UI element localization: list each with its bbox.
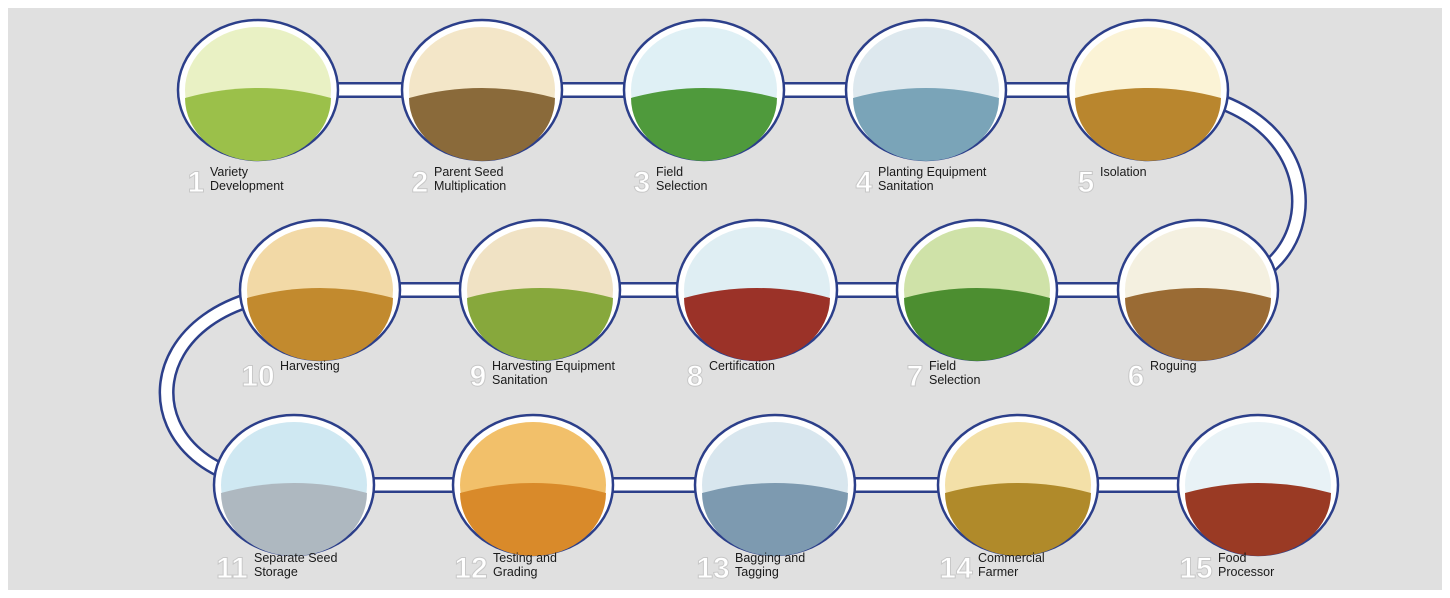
- step-label: Tagging: [735, 565, 779, 579]
- step-label: Processor: [1218, 565, 1274, 579]
- step-label: Food: [1218, 551, 1247, 565]
- step-label: Selection: [929, 373, 980, 387]
- step-label: Farmer: [978, 565, 1018, 579]
- step-number: 11: [216, 552, 248, 585]
- diagram: 1 VarietyDevelopment 2 Parent SeedMultiplic…: [0, 0, 1450, 598]
- step-label: Roguing: [1150, 359, 1197, 373]
- step-number: 6: [1128, 360, 1145, 393]
- step-label: Grading: [493, 565, 538, 579]
- step-number: 9: [470, 360, 487, 393]
- step-label: Commercial: [978, 551, 1045, 565]
- step-label: Isolation: [1100, 165, 1147, 179]
- step-label: Bagging and: [735, 551, 805, 565]
- step-label: Development: [210, 179, 284, 193]
- step-label: Sanitation: [492, 373, 548, 387]
- step-number: 1: [188, 166, 205, 199]
- step-number: 14: [939, 552, 973, 585]
- step-number: 3: [634, 166, 651, 199]
- step-label: Variety: [210, 165, 249, 179]
- step-label: Harvesting Equipment: [492, 359, 616, 373]
- step-label: Selection: [656, 179, 707, 193]
- step-label: Testing and: [493, 551, 557, 565]
- step-label: Parent Seed: [434, 165, 504, 179]
- step-label: Multiplication: [434, 179, 506, 193]
- step-number: 10: [241, 360, 274, 393]
- step-number: 4: [856, 166, 873, 199]
- step-label: Sanitation: [878, 179, 934, 193]
- step-label: Field: [929, 359, 956, 373]
- step-number: 13: [696, 552, 729, 585]
- step-number: 12: [454, 552, 487, 585]
- step-label: Certification: [709, 359, 775, 373]
- step-label: Planting Equipment: [878, 165, 987, 179]
- step-label: Field: [656, 165, 683, 179]
- step-label: Separate Seed: [254, 551, 337, 565]
- step-label: Harvesting: [280, 359, 340, 373]
- step-number: 2: [412, 166, 429, 199]
- step-label: Storage: [254, 565, 298, 579]
- step-number: 5: [1078, 166, 1095, 199]
- step-number: 8: [687, 360, 704, 393]
- step-number: 15: [1179, 552, 1212, 585]
- step-number: 7: [907, 360, 924, 393]
